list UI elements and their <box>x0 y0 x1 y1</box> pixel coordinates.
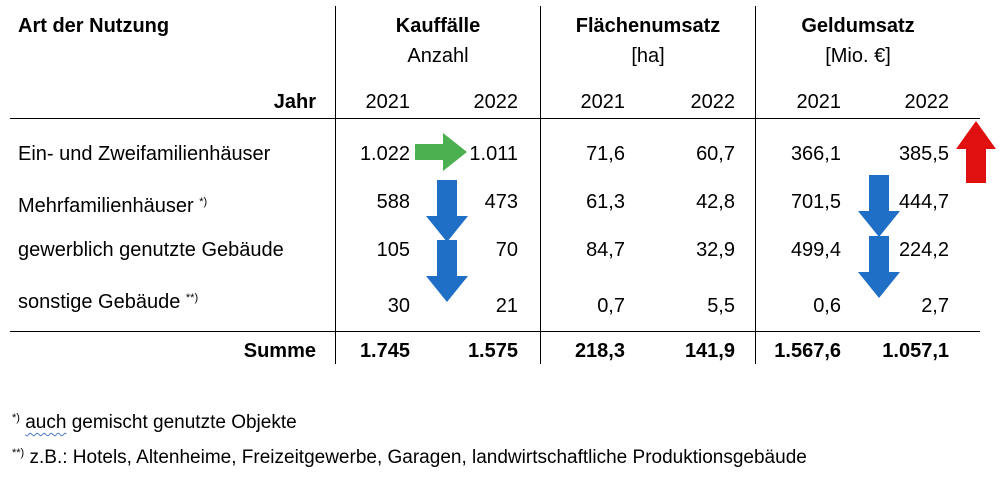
table-cell: 366,1 <box>790 143 841 165</box>
table-cell: 21 <box>495 295 518 317</box>
header-divider <box>10 118 980 119</box>
footnote: *) auch gemischt genutzte Objekte <box>12 412 297 433</box>
table-cell: 2,7 <box>921 295 949 317</box>
row-label: gewerblich genutzte Gebäude <box>18 239 284 261</box>
arrow-down-icon <box>858 236 900 298</box>
arrow-down-icon <box>426 240 468 302</box>
table-cell: 0,7 <box>597 295 625 317</box>
table-cell: 1.011 <box>469 143 518 165</box>
year-header: 2022 <box>904 91 950 113</box>
table-cell: 5,5 <box>707 295 735 317</box>
column-divider <box>335 6 336 364</box>
table-cell: 32,9 <box>696 239 735 261</box>
year-header: 2021 <box>365 91 411 113</box>
sum-cell: 1.575 <box>467 340 518 362</box>
table-cell: 30 <box>387 295 410 317</box>
table-cell: 588 <box>376 191 410 213</box>
year-label: Jahr <box>273 91 316 113</box>
table-cell: 1.022 <box>359 143 410 165</box>
arrow-up-icon <box>956 121 996 183</box>
table-cell: 70 <box>495 239 518 261</box>
table-cell: 444,7 <box>898 191 949 213</box>
table-cell: 0,6 <box>813 295 841 317</box>
table-cell: 224,2 <box>898 239 949 261</box>
sum-cell: 141,9 <box>684 340 735 362</box>
sum-cell: 1.567,6 <box>774 340 841 362</box>
year-header: 2021 <box>796 91 842 113</box>
row-label: Ein- und Zweifamilienhäuser <box>18 143 271 165</box>
table-cell: 61,3 <box>586 191 625 213</box>
row-label: Mehrfamilienhäuser *) <box>18 195 208 217</box>
group-unit-flaechenumsatz: [ha] <box>631 45 665 67</box>
year-header: 2022 <box>690 91 736 113</box>
group-title-kauffaelle: Kauffälle <box>395 15 481 37</box>
arrow-down-icon <box>426 180 468 242</box>
sum-cell: 1.745 <box>359 340 410 362</box>
year-header: 2022 <box>473 91 519 113</box>
table-cell: 71,6 <box>586 143 625 165</box>
footnote: **) z.B.: Hotels, Altenheime, Freizeitge… <box>12 447 807 468</box>
year-header: 2021 <box>580 91 626 113</box>
table-cell: 499,4 <box>790 239 841 261</box>
column-divider <box>755 6 756 364</box>
table-cell: 473 <box>484 191 518 213</box>
table-cell: 701,5 <box>790 191 841 213</box>
column-divider <box>540 6 541 364</box>
arrow-right-icon <box>415 133 467 171</box>
table-cell: 60,7 <box>696 143 735 165</box>
group-unit-geldumsatz: [Mio. €] <box>825 45 891 67</box>
sum-cell: 218,3 <box>574 340 625 362</box>
group-title-flaechenumsatz: Flächenumsatz <box>575 15 721 37</box>
footnote-prefix: auch <box>25 412 67 433</box>
table-cell: 105 <box>376 239 410 261</box>
table-cell: 84,7 <box>586 239 625 261</box>
sum-label: Summe <box>243 340 316 362</box>
sum-divider <box>10 331 980 332</box>
group-unit-kauffaelle: Anzahl <box>407 45 469 67</box>
group-title-geldumsatz: Geldumsatz <box>801 15 915 37</box>
sum-cell: 1.057,1 <box>882 340 949 362</box>
table-cell: 385,5 <box>898 143 949 165</box>
table-cell: 42,8 <box>696 191 735 213</box>
row-label: sonstige Gebäude **) <box>18 291 199 313</box>
arrow-down-icon <box>858 175 900 237</box>
row-header: Art der Nutzung <box>18 15 170 37</box>
